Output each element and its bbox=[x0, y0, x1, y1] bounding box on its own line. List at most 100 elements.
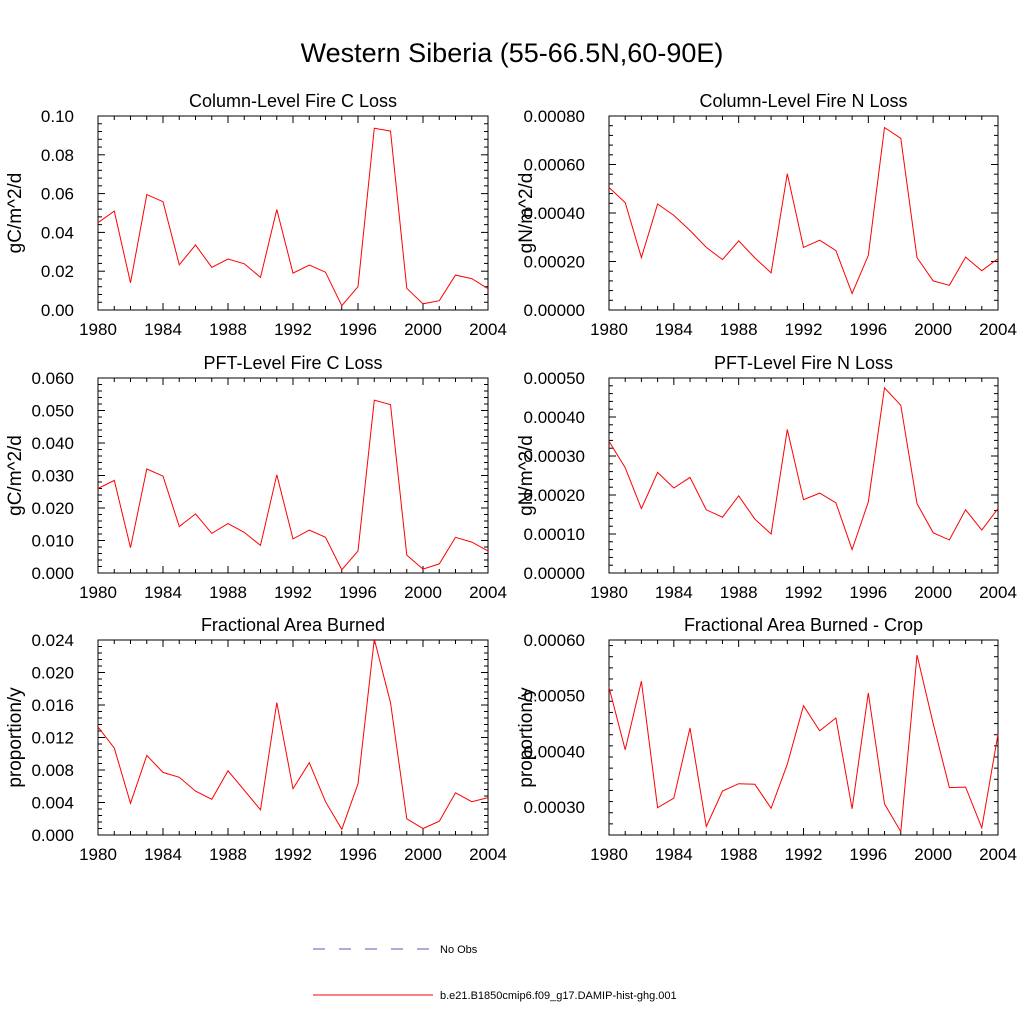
y-axis-label: proportion/y bbox=[5, 687, 26, 788]
x-tick-label: 2004 bbox=[979, 320, 1017, 339]
y-axis-label: gN/m^2/d bbox=[516, 435, 537, 516]
x-tick-label: 1992 bbox=[274, 583, 312, 602]
x-tick-label: 1988 bbox=[720, 845, 758, 864]
y-tick-label: 0.00040 bbox=[524, 204, 585, 223]
chart-panel-1: Column-Level Fire C Loss gC/m^2/d 1980 1984… bbox=[5, 91, 507, 339]
x-tick-label: 1992 bbox=[785, 583, 823, 602]
plot-frame bbox=[97, 115, 489, 311]
y-tick-label: 0.010 bbox=[31, 532, 74, 551]
x-tick-label: 1996 bbox=[339, 845, 377, 864]
y-tick-label: 0.00020 bbox=[524, 486, 585, 505]
y-tick-label: 0.08 bbox=[41, 146, 74, 165]
x-tick-label: 1988 bbox=[720, 583, 758, 602]
y-tick-label: 0.00040 bbox=[524, 408, 585, 427]
y-tick-label: 0.060 bbox=[31, 369, 74, 388]
y-tick-label: 0.00020 bbox=[524, 253, 585, 272]
x-tick-label: 2004 bbox=[979, 845, 1017, 864]
x-tick-label: 1992 bbox=[274, 320, 312, 339]
x-tick-label: 1996 bbox=[849, 320, 887, 339]
y-tick-label: 0.000 bbox=[31, 826, 74, 845]
y-tick-label: 0.004 bbox=[31, 794, 74, 813]
panel-title: PFT-Level Fire N Loss bbox=[714, 353, 893, 373]
x-tick-label: 2000 bbox=[404, 845, 442, 864]
x-tick-label: 1984 bbox=[144, 583, 182, 602]
plot-frame bbox=[608, 377, 999, 574]
x-tick-label: 1980 bbox=[79, 583, 117, 602]
panel-title: Fractional Area Burned - Crop bbox=[684, 615, 923, 635]
x-tick-label: 2000 bbox=[914, 845, 952, 864]
y-tick-label: 0.00050 bbox=[524, 687, 585, 706]
y-tick-label: 0.02 bbox=[41, 262, 74, 281]
x-tick-label: 1980 bbox=[590, 320, 628, 339]
legend: No Obs b.e21.B1850cmip6.f09_g17.DAMIP-hi… bbox=[313, 944, 677, 1002]
x-tick-label: 2000 bbox=[404, 583, 442, 602]
x-tick-label: 2004 bbox=[469, 845, 507, 864]
plot-frame bbox=[608, 115, 999, 311]
chart-panel-4: PFT-Level Fire N Loss gN/m^2/d 1980 1984 198… bbox=[516, 353, 1017, 602]
y-tick-label: 0.00000 bbox=[524, 564, 585, 583]
y-tick-label: 0.06 bbox=[41, 185, 74, 204]
y-axis-label: proportion/y bbox=[516, 687, 537, 788]
x-tick-label: 1988 bbox=[209, 845, 247, 864]
x-tick-label: 2004 bbox=[979, 583, 1017, 602]
legend-model-label: b.e21.B1850cmip6.f09_g17.DAMIP-hist-ghg.… bbox=[440, 990, 677, 1002]
y-tick-label: 0.00030 bbox=[524, 447, 585, 466]
x-tick-label: 1996 bbox=[339, 583, 377, 602]
x-tick-label: 1996 bbox=[849, 583, 887, 602]
chart-panel-6: Fractional Area Burned - Crop proportion/… bbox=[516, 615, 1017, 864]
y-tick-label: 0.00040 bbox=[524, 742, 585, 761]
y-tick-label: 0.00000 bbox=[524, 301, 585, 320]
chart-panel-2: Column-Level Fire N Loss gN/m^2/d 1980 1984… bbox=[516, 91, 1017, 339]
x-tick-label: 2004 bbox=[469, 583, 507, 602]
y-tick-label: 0.016 bbox=[31, 696, 74, 715]
y-tick-label: 0.024 bbox=[31, 631, 74, 650]
series-line bbox=[97, 639, 489, 831]
x-tick-label: 1984 bbox=[144, 845, 182, 864]
y-axis-label: gC/m^2/d bbox=[5, 435, 26, 516]
y-tick-label: 0.00 bbox=[41, 301, 74, 320]
x-tick-label: 1996 bbox=[849, 845, 887, 864]
series-line bbox=[608, 654, 999, 834]
y-tick-label: 0.020 bbox=[31, 664, 74, 683]
series-line bbox=[608, 126, 999, 295]
series-line bbox=[97, 127, 489, 307]
legend-no-obs-label: No Obs bbox=[440, 944, 478, 956]
x-tick-label: 2000 bbox=[914, 583, 952, 602]
panel-title: PFT-Level Fire C Loss bbox=[203, 353, 382, 373]
series-line bbox=[97, 399, 489, 571]
y-axis-label: gC/m^2/d bbox=[5, 173, 26, 254]
x-tick-label: 2000 bbox=[914, 320, 952, 339]
plot-frame bbox=[97, 377, 489, 574]
y-tick-label: 0.00060 bbox=[524, 631, 585, 650]
x-tick-label: 1992 bbox=[785, 320, 823, 339]
x-tick-label: 1980 bbox=[590, 845, 628, 864]
y-tick-label: 0.012 bbox=[31, 729, 74, 748]
x-tick-label: 1992 bbox=[785, 845, 823, 864]
x-tick-label: 1988 bbox=[209, 320, 247, 339]
y-axis-label: gN/m^2/d bbox=[516, 173, 537, 254]
y-tick-label: 0.10 bbox=[41, 107, 74, 126]
x-tick-label: 1980 bbox=[590, 583, 628, 602]
y-tick-label: 0.00030 bbox=[524, 798, 585, 817]
y-tick-label: 0.030 bbox=[31, 467, 74, 486]
panel-title: Column-Level Fire N Loss bbox=[699, 91, 907, 111]
y-tick-label: 0.00010 bbox=[524, 525, 585, 544]
x-tick-label: 1984 bbox=[144, 320, 182, 339]
series-line bbox=[608, 386, 999, 552]
chart-panel-5: Fractional Area Burned proportion/y 1980 19… bbox=[5, 615, 507, 864]
figure-title: Western Siberia (55-66.5N,60-90E) bbox=[300, 38, 724, 68]
y-tick-label: 0.00060 bbox=[524, 156, 585, 175]
x-tick-label: 2004 bbox=[469, 320, 507, 339]
y-tick-label: 0.000 bbox=[31, 564, 74, 583]
y-tick-label: 0.020 bbox=[31, 499, 74, 518]
y-tick-label: 0.050 bbox=[31, 402, 74, 421]
x-tick-label: 1980 bbox=[79, 320, 117, 339]
panel-title: Column-Level Fire C Loss bbox=[189, 91, 397, 111]
chart-panel-3: PFT-Level Fire C Loss gC/m^2/d 1980 1984 198… bbox=[5, 353, 507, 602]
plot-frame bbox=[97, 639, 489, 836]
x-tick-label: 1980 bbox=[79, 845, 117, 864]
x-tick-label: 2000 bbox=[404, 320, 442, 339]
y-tick-label: 0.008 bbox=[31, 761, 74, 780]
x-tick-label: 1996 bbox=[339, 320, 377, 339]
